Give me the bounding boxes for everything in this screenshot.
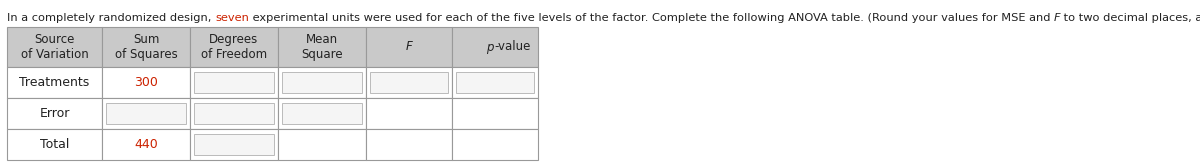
Bar	[366, 98, 452, 129]
Bar	[190, 98, 278, 129]
Bar	[194, 103, 274, 124]
Bar	[102, 129, 190, 160]
Bar	[7, 27, 102, 67]
Bar	[190, 67, 278, 98]
Text: Mean
Square: Mean Square	[301, 33, 343, 61]
Text: Error: Error	[40, 107, 70, 120]
Bar	[456, 72, 534, 93]
Bar	[278, 27, 366, 67]
Bar	[7, 67, 102, 98]
Text: -value: -value	[494, 41, 530, 53]
Bar	[278, 98, 366, 129]
Bar	[7, 129, 102, 160]
Bar	[370, 72, 448, 93]
Bar	[282, 103, 362, 124]
Text: Treatments: Treatments	[19, 76, 90, 89]
Bar	[102, 27, 190, 67]
Text: Sum
of Squares: Sum of Squares	[115, 33, 178, 61]
Bar	[366, 67, 452, 98]
Text: experimental units were used for each of the five levels of the factor. Complete: experimental units were used for each of…	[248, 13, 1054, 23]
Text: seven: seven	[215, 13, 248, 23]
Text: Source
of Variation: Source of Variation	[20, 33, 89, 61]
Bar	[7, 98, 102, 129]
Bar	[190, 27, 278, 67]
Text: Degrees
of Freedom: Degrees of Freedom	[200, 33, 268, 61]
Bar	[102, 67, 190, 98]
Bar	[190, 129, 278, 160]
Text: F: F	[406, 41, 413, 53]
Text: In a completely randomized design,: In a completely randomized design,	[7, 13, 215, 23]
Bar	[194, 72, 274, 93]
Bar	[452, 67, 538, 98]
Bar	[366, 27, 452, 67]
Text: 300: 300	[134, 76, 158, 89]
Bar	[452, 27, 538, 67]
Bar	[452, 98, 538, 129]
Bar	[194, 134, 274, 155]
Text: 440: 440	[134, 138, 158, 151]
Bar	[282, 72, 362, 93]
Bar	[278, 129, 366, 160]
Bar	[106, 103, 186, 124]
Text: p: p	[486, 41, 494, 53]
Text: Total: Total	[40, 138, 70, 151]
Bar	[452, 129, 538, 160]
Bar	[278, 67, 366, 98]
Text: F: F	[1054, 13, 1061, 23]
Text: to two decimal places, and your: to two decimal places, and your	[1061, 13, 1200, 23]
Bar	[366, 129, 452, 160]
Bar	[102, 98, 190, 129]
